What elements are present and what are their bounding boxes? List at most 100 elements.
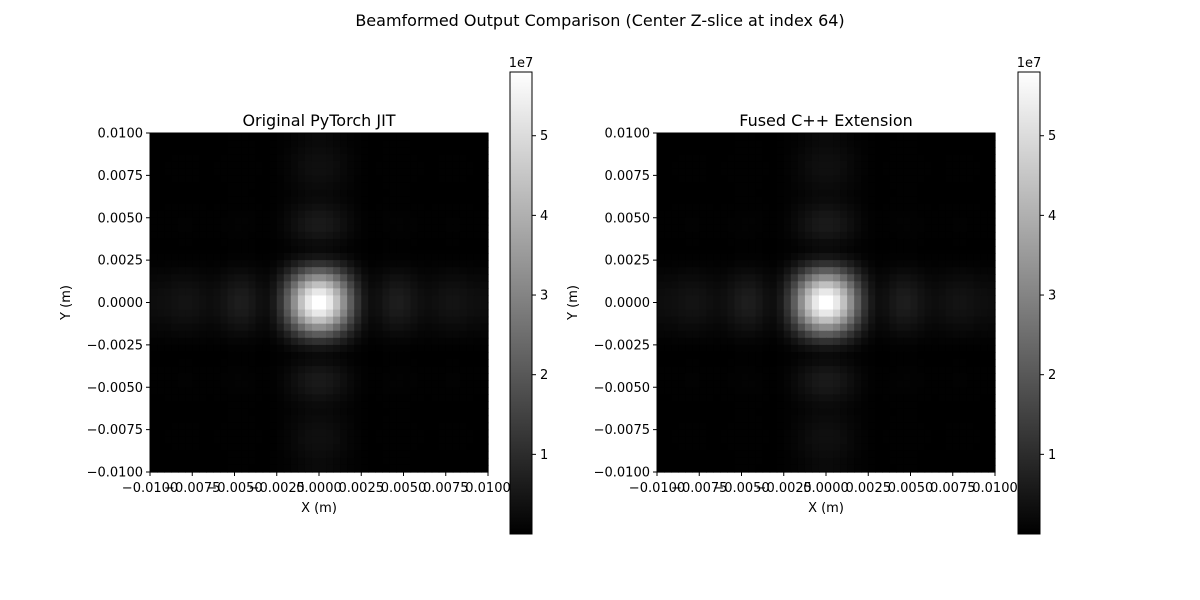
- heatmap-cell: [304, 450, 313, 459]
- heatmap-cell: [340, 288, 348, 297]
- heatmap-cell: [220, 238, 229, 247]
- heatmap-cell: [734, 133, 743, 141]
- heatmap-cell: [213, 457, 222, 466]
- heatmap-cell: [896, 182, 905, 191]
- heatmap-cell: [741, 238, 750, 247]
- heatmap-cell: [861, 337, 869, 346]
- heatmap-cell: [917, 147, 926, 155]
- heatmap-cell: [290, 359, 299, 367]
- heatmap-cell: [797, 443, 806, 452]
- heatmap-cell: [938, 295, 947, 304]
- heatmap-cell: [755, 457, 764, 466]
- heatmap-cell: [445, 344, 454, 353]
- heatmap-cell: [347, 274, 355, 282]
- heatmap-cell: [896, 224, 905, 233]
- heatmap-cell: [882, 217, 890, 226]
- heatmap-cell: [699, 450, 707, 459]
- heatmap-cell: [438, 429, 447, 438]
- heatmap-cell: [685, 267, 693, 275]
- heatmap-cell: [290, 408, 299, 417]
- heatmap-cell: [804, 217, 813, 226]
- heatmap-cell: [227, 408, 236, 417]
- heatmap-cell: [347, 309, 355, 318]
- heatmap-cell: [945, 182, 954, 191]
- heatmap-cell: [459, 415, 468, 424]
- heatmap-cell: [945, 387, 954, 395]
- heatmap-cell: [854, 189, 862, 198]
- heatmap-cell: [945, 210, 954, 219]
- heatmap-cell: [755, 415, 764, 424]
- heatmap-cell: [269, 140, 278, 148]
- heatmap-cell: [466, 408, 475, 417]
- heatmap-cell: [868, 238, 876, 247]
- heatmap-cell: [431, 450, 440, 459]
- heatmap-cell: [304, 231, 313, 240]
- heatmap-cell: [924, 330, 933, 339]
- heatmap-cell: [192, 302, 200, 311]
- heatmap-cell: [340, 253, 348, 261]
- heatmap-cell: [720, 274, 729, 282]
- heatmap-cell: [213, 422, 222, 431]
- heatmap-cell: [854, 309, 862, 318]
- heatmap-cell: [959, 429, 968, 438]
- heatmap-cell: [389, 182, 398, 191]
- heatmap-cell: [340, 274, 348, 282]
- heatmap-cell: [657, 154, 665, 162]
- heatmap-cell: [297, 373, 306, 381]
- heatmap-cell: [811, 133, 820, 141]
- heatmap-cell: [326, 253, 334, 261]
- heatmap-cell: [326, 408, 334, 417]
- heatmap-cell: [762, 246, 771, 254]
- heatmap-cell: [734, 210, 743, 219]
- heatmap-cell: [248, 344, 257, 353]
- heatmap-cell: [361, 189, 369, 198]
- heatmap-cell: [762, 217, 771, 226]
- heatmap-cell: [319, 457, 327, 466]
- heatmap-cell: [685, 380, 693, 388]
- heatmap-cell: [375, 443, 383, 452]
- heatmap-cell: [382, 253, 391, 261]
- heatmap-cell: [340, 168, 348, 176]
- heatmap-cell: [396, 330, 405, 339]
- heatmap-cell: [269, 161, 278, 169]
- heatmap-cell: [980, 351, 989, 360]
- heatmap-cell: [924, 366, 933, 374]
- heatmap-cell: [973, 330, 982, 339]
- heatmap-cell: [227, 316, 236, 325]
- heatmap-cell: [248, 366, 257, 374]
- heatmap-cell: [480, 330, 489, 339]
- heatmap-cell: [319, 168, 327, 176]
- heatmap-cell: [882, 302, 890, 311]
- heatmap-cell: [692, 140, 700, 148]
- heatmap-cell: [671, 457, 679, 466]
- heatmap-cell: [706, 224, 714, 233]
- heatmap-cell: [755, 168, 764, 176]
- heatmap-cell: [854, 450, 862, 459]
- heatmap-cell: [797, 464, 806, 473]
- heatmap-cell: [192, 203, 200, 212]
- heatmap-cell: [375, 260, 383, 268]
- heatmap-cell: [241, 323, 250, 332]
- heatmap-cell: [910, 422, 919, 431]
- heatmap-cell: [192, 224, 200, 233]
- heatmap-cell: [783, 288, 792, 297]
- heatmap-cell: [340, 436, 348, 445]
- heatmap-cell: [340, 140, 348, 148]
- heatmap-cell: [924, 464, 933, 473]
- heatmap-cell: [664, 464, 672, 473]
- heatmap-cell: [438, 217, 447, 226]
- heatmap-cell: [699, 323, 707, 332]
- heatmap-cell: [438, 260, 447, 268]
- heatmap-cell: [734, 408, 743, 417]
- heatmap-cell: [473, 344, 482, 353]
- heatmap-cell: [297, 260, 306, 268]
- heatmap-cell: [755, 302, 764, 311]
- heatmap-cell: [966, 394, 975, 402]
- heatmap-cell: [727, 464, 736, 473]
- heatmap-cell: [861, 224, 869, 233]
- heatmap-cell: [987, 281, 996, 289]
- heatmap-cell: [213, 168, 222, 176]
- heatmap-cell: [847, 316, 855, 325]
- heatmap-cell: [889, 154, 898, 162]
- heatmap-cell: [269, 133, 278, 141]
